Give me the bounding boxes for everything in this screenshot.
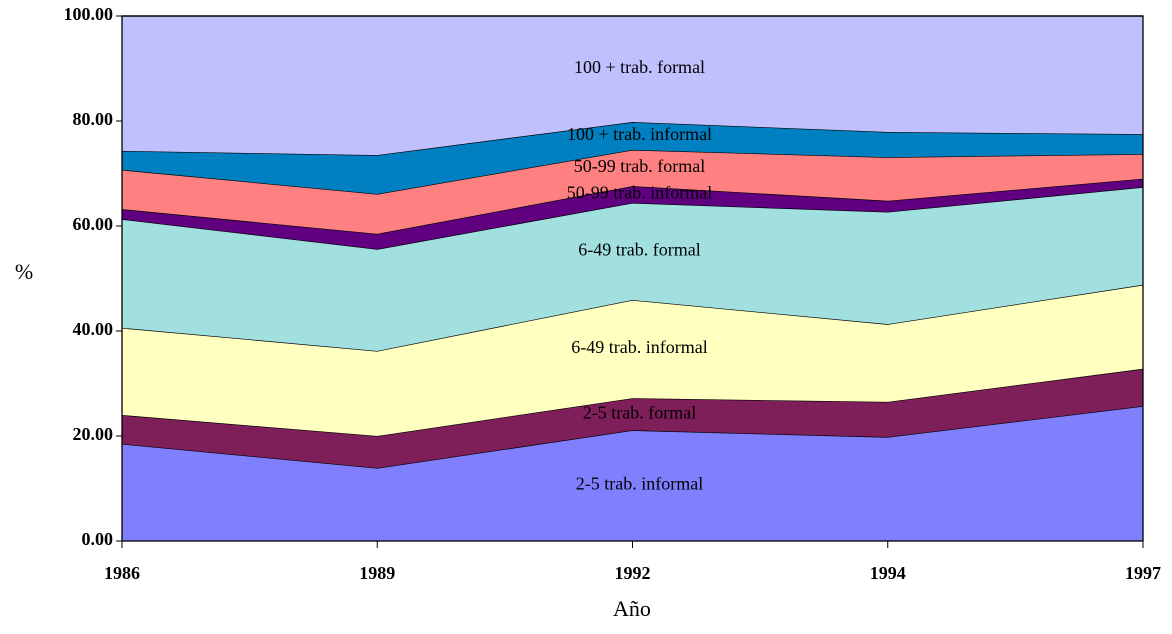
y-tick-label: 80.00 [73,109,114,129]
y-axis-label: % [15,259,33,284]
area [122,122,1143,194]
area [122,187,1143,351]
y-tick-label: 100.00 [64,4,114,24]
area [122,406,1143,541]
x-tick-label: 1997 [1125,563,1161,583]
y-tick-label: 20.00 [73,424,114,444]
x-tick-label: 1989 [359,563,395,583]
area [122,16,1143,156]
area-label: 100 + trab. informal [567,124,712,144]
x-axis-label: Año [613,596,651,621]
y-tick-label: 40.00 [73,319,114,339]
area [122,368,1143,469]
area [122,178,1143,250]
area-label: 6-49 trab. informal [571,337,707,357]
y-tick-label: 60.00 [73,214,114,234]
area [122,149,1143,234]
x-tick-label: 1986 [104,563,140,583]
x-tick-label: 1992 [615,563,651,583]
area-label: 100 + trab. formal [574,57,705,77]
area [122,284,1143,436]
area-label: 50-99 trab. formal [574,156,705,176]
x-tick-label: 1994 [870,563,906,583]
area-label: 6-49 trab. formal [578,240,700,260]
area-label: 50-99 trab. informal [567,183,712,203]
area-label: 2-5 trab. formal [583,402,696,422]
area-label: 2-5 trab. informal [576,474,703,494]
y-tick-label: 0.00 [82,529,114,549]
